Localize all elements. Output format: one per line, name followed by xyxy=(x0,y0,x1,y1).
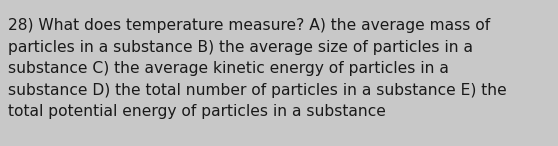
Text: 28) What does temperature measure? A) the average mass of: 28) What does temperature measure? A) th… xyxy=(8,18,490,33)
Text: substance D) the total number of particles in a substance E) the: substance D) the total number of particl… xyxy=(8,82,507,98)
Text: particles in a substance B) the average size of particles in a: particles in a substance B) the average … xyxy=(8,40,473,54)
Text: substance C) the average kinetic energy of particles in a: substance C) the average kinetic energy … xyxy=(8,61,449,76)
Text: total potential energy of particles in a substance: total potential energy of particles in a… xyxy=(8,104,386,119)
